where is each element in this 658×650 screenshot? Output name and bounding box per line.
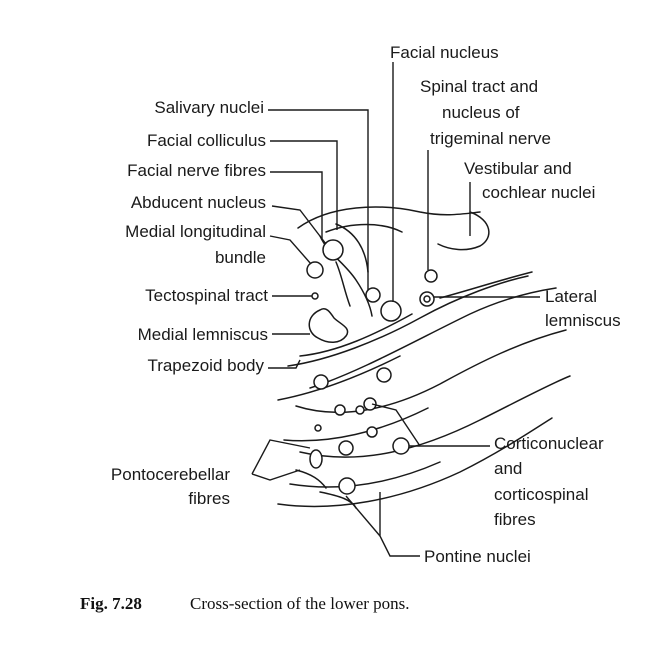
label-corticonuclear-2: and [494, 459, 522, 478]
leader-pontine-1 [379, 492, 420, 557]
pontine-circle-9 [338, 477, 356, 495]
label-corticonuclear-4: fibres [494, 510, 536, 529]
figure-caption: Fig. 7.28 Cross-section of the lower pon… [80, 594, 410, 613]
label-pontocerebellar-1: Pontocerebellar [111, 465, 230, 484]
leader-salivary [268, 109, 369, 290]
label-corticonuclear-1: Corticonuclear [494, 434, 604, 453]
basilar-line-7 [289, 461, 441, 488]
facial-nucleus-circle [380, 300, 402, 322]
pontine-ellipse [309, 449, 323, 469]
basilar-line-8 [277, 417, 553, 508]
pontine-circle-3 [334, 404, 346, 416]
leader-pontine-2 [345, 495, 381, 537]
label-vestibular-1: Vestibular and [464, 159, 572, 178]
basilar-line-10 [295, 469, 327, 489]
label-medial-lemniscus: Medial lemniscus [138, 325, 268, 344]
leader-abducent [271, 205, 327, 245]
medial-lemniscus-shape [308, 307, 349, 343]
pontine-circle-4 [355, 405, 365, 415]
label-pontine-nuclei: Pontine nuclei [424, 547, 531, 566]
label-lateral-lemniscus-1: Lateral [545, 287, 597, 306]
label-spinal-tract-3: trigeminal nerve [430, 129, 551, 148]
pons-drawing [277, 206, 571, 509]
leader-facial-nerve [270, 171, 323, 240]
pontine-circle-5 [363, 397, 377, 411]
pontine-circle-1 [313, 374, 329, 390]
caption-text: Cross-section of the lower pons. [190, 594, 410, 613]
pontine-circle-6 [314, 424, 322, 432]
leader-lines [251, 62, 540, 557]
label-spinal-tract-1: Spinal tract and [420, 77, 538, 96]
trapezoid-body-line-2 [299, 313, 413, 357]
pontine-circle-7 [366, 426, 378, 438]
leader-pontocerebellar-2 [251, 469, 301, 481]
salivary-nuclei-circle [365, 287, 381, 303]
label-tectospinal-tract: Tectospinal tract [145, 286, 268, 305]
tectospinal-tract-circle [311, 292, 319, 300]
pontine-circle-8 [338, 440, 354, 456]
label-medial-longitudinal-1: Medial longitudinal [125, 222, 266, 241]
leader-trapezoid [268, 359, 301, 369]
label-spinal-tract-2: nucleus of [442, 103, 520, 122]
label-medial-longitudinal-2: bundle [215, 248, 266, 267]
label-salivary-nuclei: Salivary nuclei [154, 98, 264, 117]
pontine-circle-2 [376, 367, 392, 383]
basilar-line-3 [277, 355, 401, 401]
leader-corticonuclear-2 [371, 403, 421, 447]
label-vestibular-2: cochlear nuclei [482, 183, 595, 202]
label-trapezoid-body: Trapezoid body [147, 356, 264, 375]
basilar-line-2 [309, 287, 557, 389]
basilar-line-5 [283, 407, 429, 442]
label-abducent-nucleus: Abducent nucleus [131, 193, 266, 212]
dorsal-curve-2 [335, 223, 369, 273]
leader-mlf [269, 235, 312, 265]
leader-facial-colliculus [270, 140, 338, 230]
label-pontocerebellar-2: fibres [188, 489, 230, 508]
abducent-nucleus-circle [322, 239, 344, 261]
label-lateral-lemniscus-2: lemniscus [545, 311, 621, 330]
label-facial-nucleus: Facial nucleus [390, 43, 499, 62]
label-facial-colliculus: Facial colliculus [147, 131, 266, 150]
label-facial-nerve-fibres: Facial nerve fibres [127, 161, 266, 180]
basilar-line-1 [439, 271, 533, 299]
basilar-line-6 [299, 375, 571, 458]
spinal-trigeminal-circle [424, 269, 438, 283]
labels: Facial nucleus Spinal tract and nucleus … [111, 43, 621, 566]
lateral-lemniscus-circle-inner [423, 295, 431, 303]
facial-nerve-loop-2 [335, 261, 351, 307]
label-corticonuclear-3: corticospinal [494, 485, 589, 504]
corticospinal-circle [392, 437, 410, 455]
dorsal-curve [325, 223, 403, 233]
leader-pontocerebellar-1 [251, 439, 311, 475]
trapezoid-body-line [287, 275, 529, 367]
ventricle-floor-outline [297, 206, 481, 229]
caption-number: Fig. 7.28 [80, 594, 142, 613]
vestibular-area-outline [437, 211, 490, 251]
medial-longitudinal-bundle-circle [306, 261, 324, 279]
